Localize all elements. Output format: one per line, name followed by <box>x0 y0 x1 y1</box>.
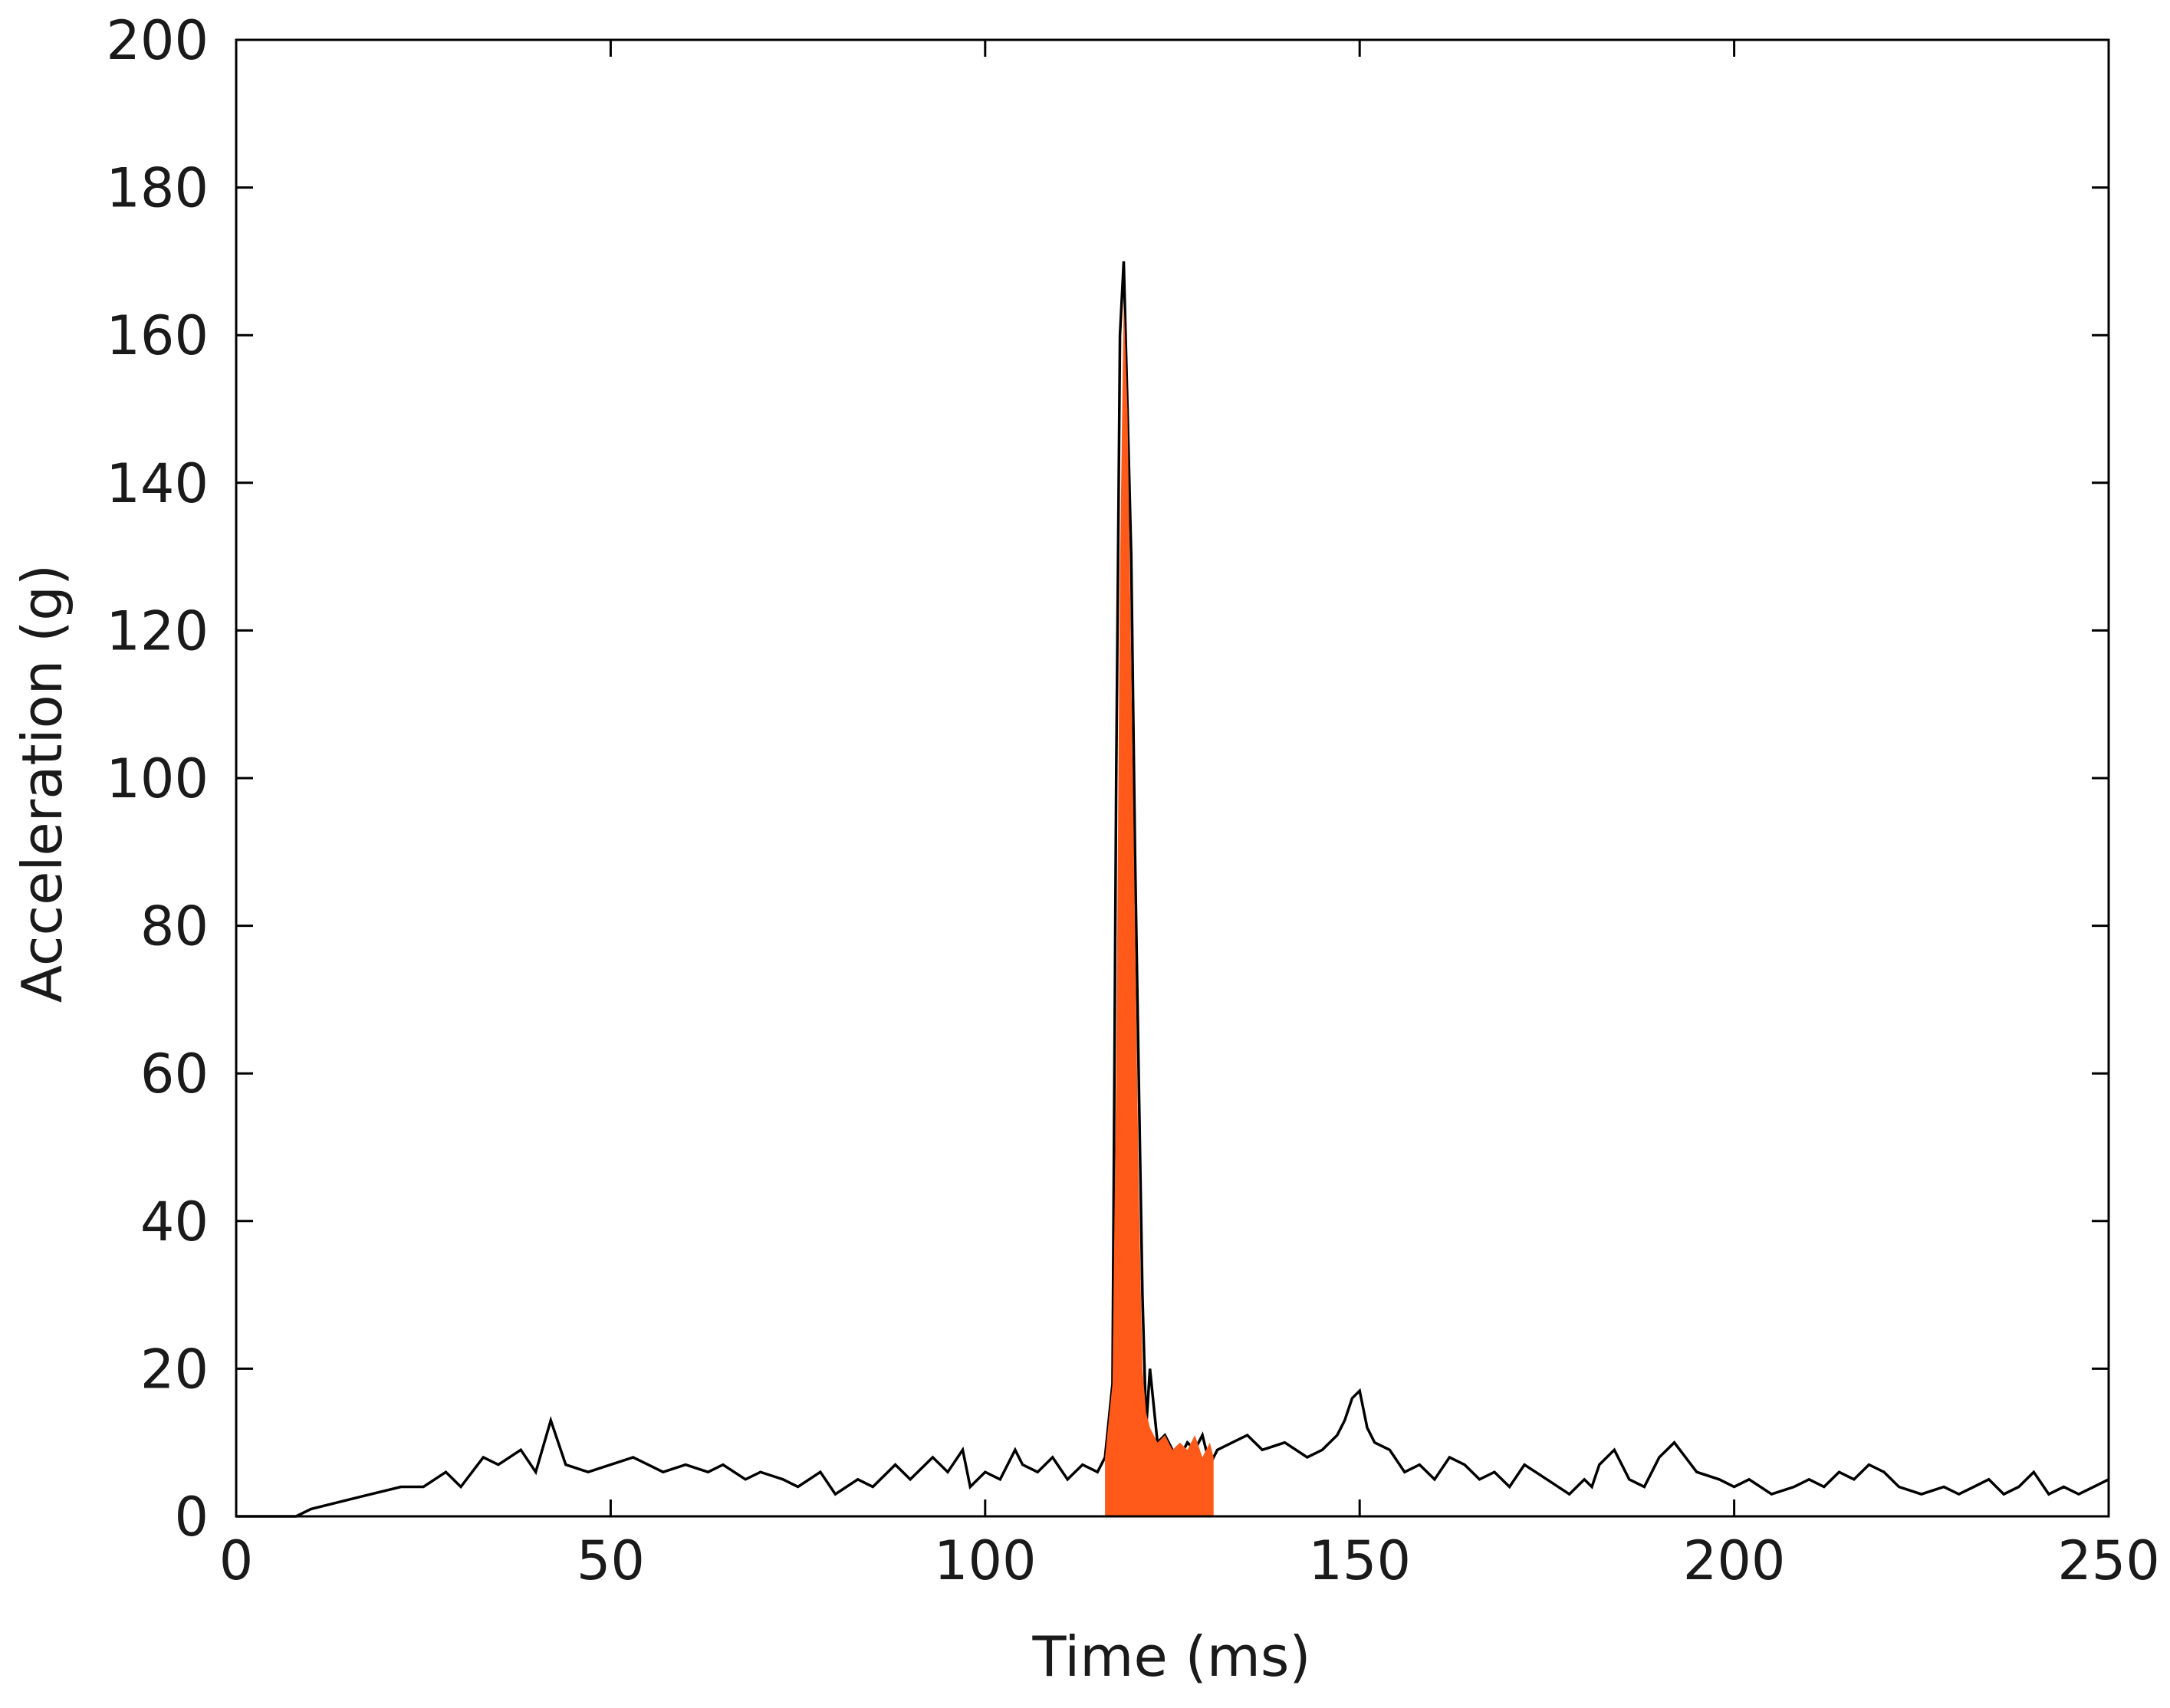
y-tick-label: 100 <box>106 747 209 810</box>
y-tick-label: 80 <box>140 895 209 958</box>
x-tick-label: 50 <box>577 1529 645 1592</box>
y-tick-label: 20 <box>140 1338 209 1401</box>
plot-area <box>236 261 2109 1518</box>
axes: 0 50 100 150 200 250 0 20 40 60 80 100 120 140 160 180 2… <box>106 9 2159 1592</box>
y-tick-label: 60 <box>140 1043 209 1105</box>
x-tick-label: 150 <box>1308 1529 1411 1592</box>
y-tick-label: 140 <box>106 452 209 515</box>
highlight-filled-region <box>1105 298 1214 1517</box>
y-tick-label: 0 <box>174 1486 209 1549</box>
x-tick-label: 0 <box>219 1529 254 1592</box>
y-tick-label: 160 <box>106 304 209 367</box>
x-tick-label: 250 <box>2057 1529 2160 1592</box>
y-axis-label: Acceleration (g) <box>10 564 74 1003</box>
x-tick-label: 200 <box>1683 1529 1786 1592</box>
y-tick-label: 180 <box>106 157 209 220</box>
x-axis-label: Time (ms) <box>1032 1624 1311 1689</box>
y-tick-label: 200 <box>106 9 209 72</box>
x-tick-label: 100 <box>934 1529 1037 1592</box>
y-tick-label: 40 <box>140 1191 209 1253</box>
y-tick-label: 120 <box>106 599 209 662</box>
